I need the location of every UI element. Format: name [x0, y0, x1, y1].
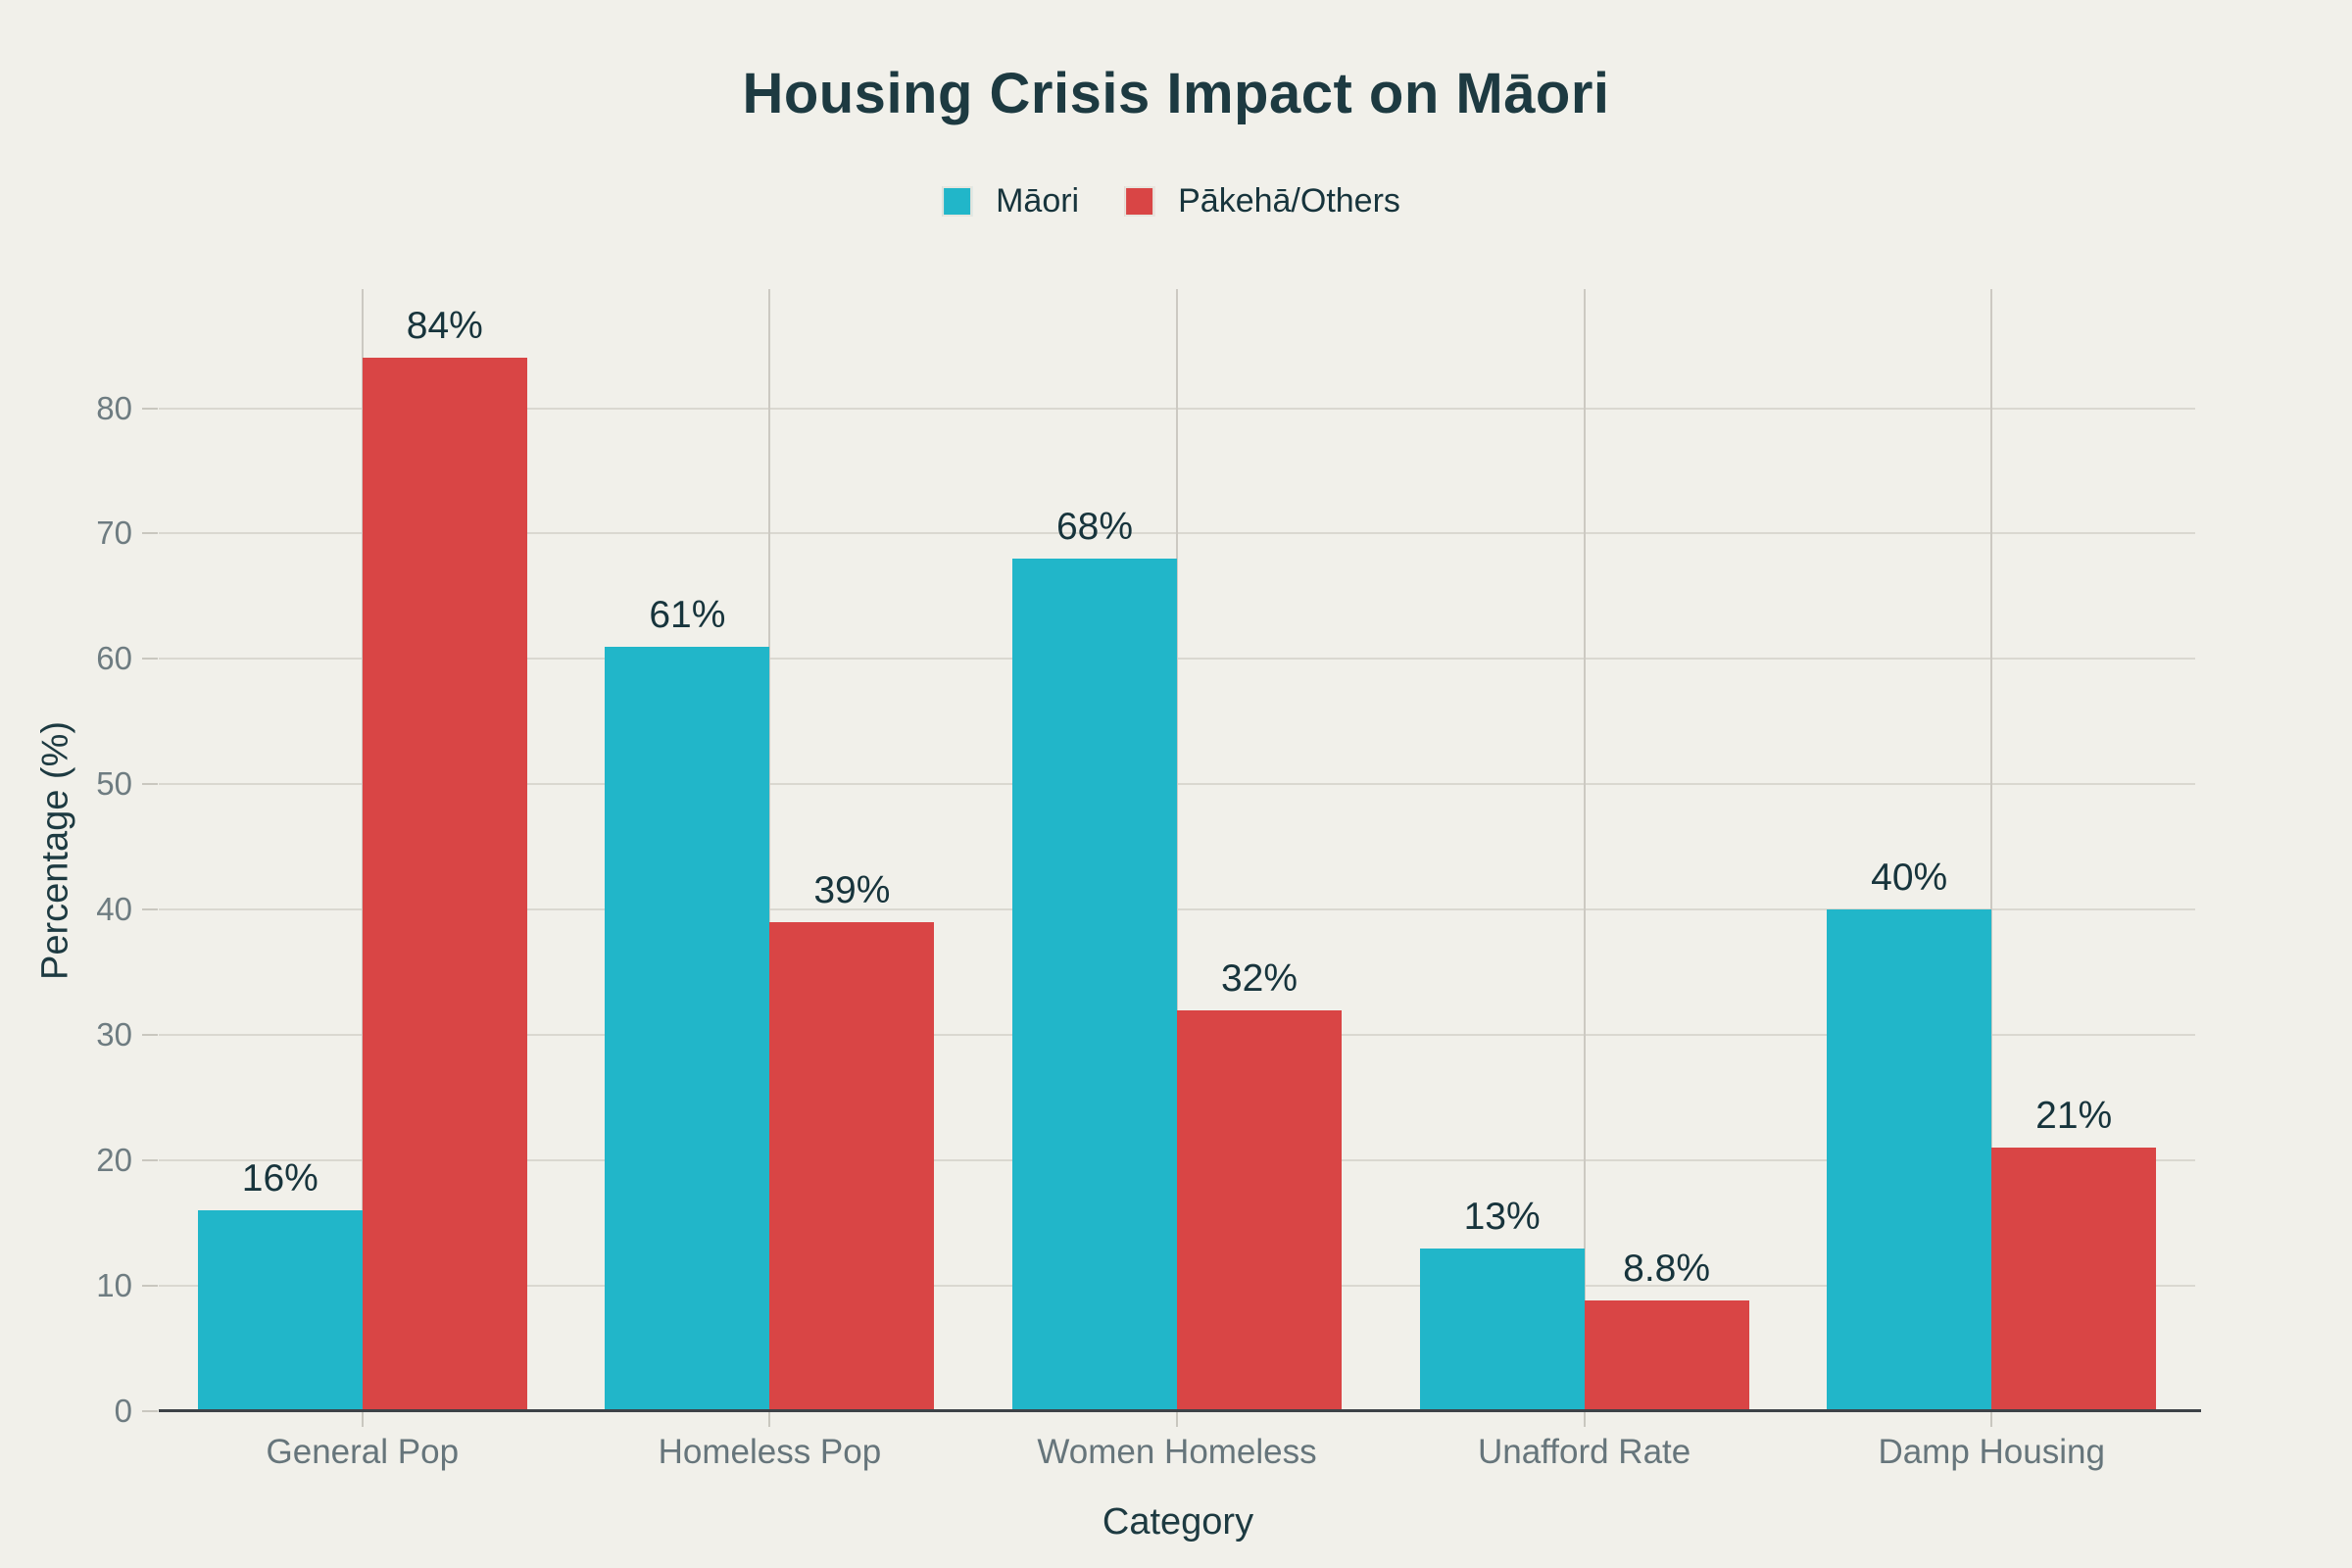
- legend-swatch-pakeha-icon: [1124, 186, 1155, 217]
- x-tick-3: [1176, 1412, 1178, 1427]
- y-tick-label-60: 60: [96, 640, 132, 677]
- bar-value-label-Māori-Unafford Rate: 13%: [1463, 1195, 1541, 1238]
- gridline-v-3: [1176, 289, 1178, 1411]
- x-tick-label-5: Damp Housing: [1878, 1433, 2105, 1471]
- bar-value-label-Pākehā/Others-General Pop: 84%: [406, 305, 483, 348]
- bar-value-label-Pākehā/Others-Homeless Pop: 39%: [813, 869, 891, 912]
- gridline-v-4: [1583, 289, 1586, 1411]
- x-tick-4: [1583, 1412, 1586, 1427]
- y-tick-80: [142, 407, 158, 410]
- chart-title: Housing Crisis Impact on Māori: [742, 62, 1610, 125]
- x-tick-1: [361, 1412, 364, 1427]
- y-tick-50: [142, 783, 158, 786]
- y-tick-70: [142, 532, 158, 535]
- y-tick-label-30: 30: [96, 1016, 132, 1054]
- bar-value-label-Pākehā/Others-Damp Housing: 21%: [2035, 1095, 2113, 1138]
- bar-value-label-Māori-Women Homeless: 68%: [1055, 506, 1134, 549]
- x-axis-title: Category: [1102, 1501, 1254, 1543]
- legend-item-maori[interactable]: Māori: [942, 182, 1079, 220]
- y-tick-60: [142, 658, 158, 661]
- x-tick-label-2: Homeless Pop: [658, 1433, 882, 1471]
- x-tick-label-1: General Pop: [266, 1433, 460, 1471]
- x-axis-line: [159, 1409, 2201, 1412]
- bar-Māori-Unafford Rate: [1419, 1248, 1585, 1411]
- bar-Māori-Homeless Pop: [605, 646, 770, 1411]
- bar-value-label-Māori-Damp Housing: 40%: [1871, 857, 1948, 900]
- gridline-v-5: [1990, 289, 1993, 1411]
- bar-value-label-Pākehā/Others-Unafford Rate: 8.8%: [1623, 1248, 1711, 1291]
- legend-swatch-maori-icon: [942, 186, 973, 217]
- y-tick-10: [142, 1285, 158, 1288]
- legend: Māori Pākehā/Others: [942, 182, 1400, 220]
- bar-Māori-Women Homeless: [1012, 559, 1177, 1411]
- y-tick-0: [142, 1410, 158, 1412]
- y-tick-label-20: 20: [96, 1142, 132, 1179]
- y-tick-label-50: 50: [96, 765, 132, 803]
- x-tick-2: [768, 1412, 771, 1427]
- y-tick-label-10: 10: [96, 1267, 132, 1304]
- gridline-v-2: [768, 289, 771, 1411]
- y-tick-label-80: 80: [96, 389, 132, 426]
- bar-Pākehā/Others-Homeless Pop: [769, 922, 935, 1411]
- bar-Pākehā/Others-General Pop: [362, 358, 527, 1411]
- bar-Māori-Damp Housing: [1827, 909, 1992, 1411]
- bar-value-label-Pākehā/Others-Women Homeless: 32%: [1220, 956, 1298, 1000]
- bar-value-label-Māori-General Pop: 16%: [241, 1157, 318, 1200]
- y-tick-label-0: 0: [114, 1393, 132, 1429]
- legend-item-pakeha[interactable]: Pākehā/Others: [1124, 182, 1400, 220]
- y-tick-20: [142, 1159, 158, 1162]
- legend-label-pakeha: Pākehā/Others: [1178, 182, 1400, 220]
- y-axis-title: Percentage (%): [34, 720, 76, 981]
- y-tick-30: [142, 1034, 158, 1037]
- x-tick-5: [1990, 1412, 1993, 1427]
- legend-label-maori: Māori: [996, 182, 1080, 220]
- bar-value-label-Māori-Homeless Pop: 61%: [649, 593, 726, 636]
- y-tick-label-70: 70: [96, 514, 132, 552]
- bar-Pākehā/Others-Unafford Rate: [1584, 1300, 1749, 1411]
- y-tick-40: [142, 908, 158, 911]
- y-tick-label-40: 40: [96, 891, 132, 928]
- x-tick-label-3: Women Homeless: [1037, 1433, 1317, 1471]
- bar-Pākehā/Others-Women Homeless: [1177, 1009, 1342, 1411]
- x-tick-label-4: Unafford Rate: [1477, 1433, 1691, 1471]
- bar-Pākehā/Others-Damp Housing: [1991, 1148, 2157, 1411]
- bar-Māori-General Pop: [197, 1210, 363, 1411]
